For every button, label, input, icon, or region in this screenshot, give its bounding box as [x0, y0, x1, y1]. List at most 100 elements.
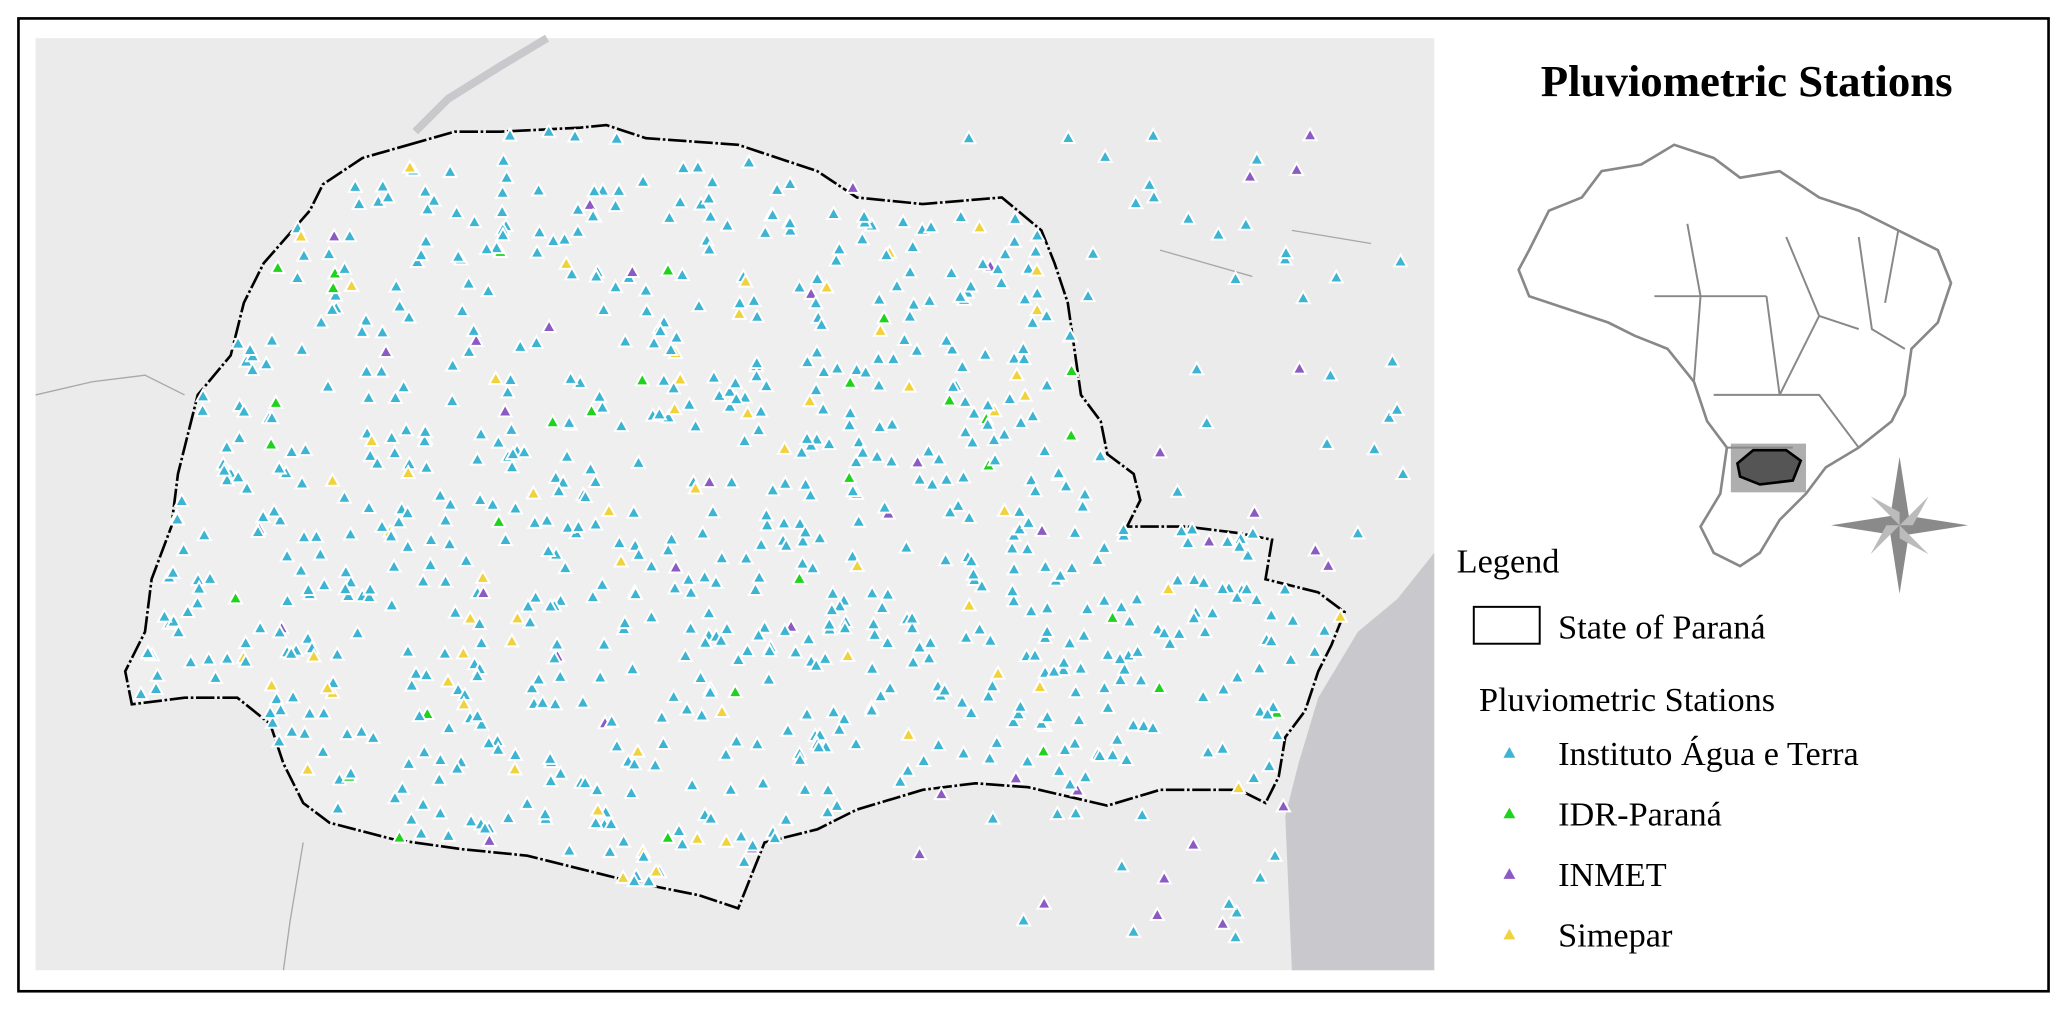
station-marker: [911, 470, 928, 486]
station-marker: [336, 259, 353, 275]
station-marker: [752, 402, 770, 418]
station-marker: [1005, 592, 1023, 608]
station-marker: [1388, 400, 1406, 416]
station-marker: [467, 331, 485, 347]
station-marker: [1062, 426, 1080, 442]
station-marker: [1132, 671, 1150, 687]
station-marker: [1220, 894, 1238, 910]
station-marker: [457, 551, 475, 567]
station-marker: [540, 542, 557, 558]
station-marker: [269, 259, 287, 274]
station-marker: [541, 749, 559, 765]
station-marker: [955, 744, 972, 760]
station-marker: [971, 620, 988, 636]
station-marker: [301, 704, 318, 720]
station-marker: [1038, 622, 1056, 638]
station-marker: [403, 810, 420, 826]
station-marker: [315, 576, 333, 592]
station-marker: [847, 735, 865, 751]
station-marker: [689, 829, 706, 845]
station-marker: [506, 760, 524, 776]
map: [35, 34, 1435, 971]
station-marker: [687, 479, 704, 495]
station-marker: [766, 829, 784, 845]
station-marker: [630, 546, 648, 561]
station-marker: [501, 126, 519, 142]
station-marker: [752, 535, 770, 551]
river: [412, 34, 550, 135]
station-marker: [1022, 602, 1040, 618]
station-marker: [731, 294, 749, 310]
station-marker: [776, 474, 794, 490]
station-marker: [781, 214, 799, 230]
station-marker: [1261, 757, 1278, 773]
station-marker: [844, 482, 862, 498]
station-marker: [314, 743, 332, 758]
station-marker: [272, 701, 289, 717]
station-marker: [957, 628, 975, 644]
station-marker: [603, 712, 620, 728]
station-marker: [1215, 680, 1232, 696]
station-marker: [519, 597, 537, 613]
station-marker: [674, 835, 691, 851]
station-marker: [509, 609, 526, 625]
station-marker: [682, 619, 699, 635]
station-marker: [921, 291, 938, 307]
station-marker: [295, 528, 313, 544]
station-marker: [329, 799, 347, 815]
station-marker: [268, 690, 285, 706]
station-marker: [728, 390, 745, 406]
station-marker: [775, 514, 793, 530]
station-marker: [414, 572, 432, 588]
station-marker: [984, 677, 1001, 693]
station-marker: [938, 331, 955, 347]
station-marker: [194, 401, 211, 417]
station-marker: [905, 295, 922, 311]
station-marker: [414, 795, 432, 811]
station-marker: [227, 589, 244, 605]
station-marker: [436, 644, 454, 660]
station-marker: [647, 862, 665, 878]
station-marker: [820, 435, 838, 451]
station-marker: [756, 618, 773, 634]
station-marker: [1188, 360, 1206, 376]
station-marker: [1011, 502, 1028, 518]
station-marker: [305, 647, 323, 663]
station-marker: [336, 488, 353, 504]
station-marker: [1016, 290, 1034, 306]
station-marker: [610, 181, 628, 197]
station-marker: [675, 159, 692, 175]
station-marker: [1108, 730, 1126, 746]
station-marker: [238, 479, 256, 495]
station-marker: [1277, 244, 1295, 260]
station-marker: [674, 266, 691, 281]
station-marker: [441, 535, 458, 551]
station-marker: [963, 552, 980, 568]
station-marker: [182, 653, 199, 669]
station-marker: [1012, 697, 1029, 713]
station-marker: [444, 356, 461, 372]
station-marker: [1028, 261, 1046, 277]
station-marker: [601, 842, 619, 858]
station-marker: [930, 736, 947, 752]
station-marker: [546, 695, 564, 711]
station-marker: [1394, 465, 1412, 480]
station-marker: [254, 508, 272, 523]
station-marker: [870, 290, 888, 306]
station-marker: [1111, 650, 1129, 665]
station-marker: [993, 274, 1010, 289]
station-marker: [799, 353, 816, 369]
station-marker: [841, 373, 859, 389]
title: Pluviometric Stations: [1541, 56, 1953, 106]
station-marker: [652, 322, 669, 338]
station-marker: [546, 649, 563, 665]
station-marker: [989, 664, 1007, 680]
station-marker: [761, 642, 778, 658]
station-marker: [1074, 497, 1091, 513]
station-marker: [1155, 624, 1173, 640]
station-marker: [696, 568, 713, 584]
station-marker: [320, 245, 338, 261]
station-marker: [494, 226, 512, 242]
station-marker: [1079, 287, 1097, 303]
